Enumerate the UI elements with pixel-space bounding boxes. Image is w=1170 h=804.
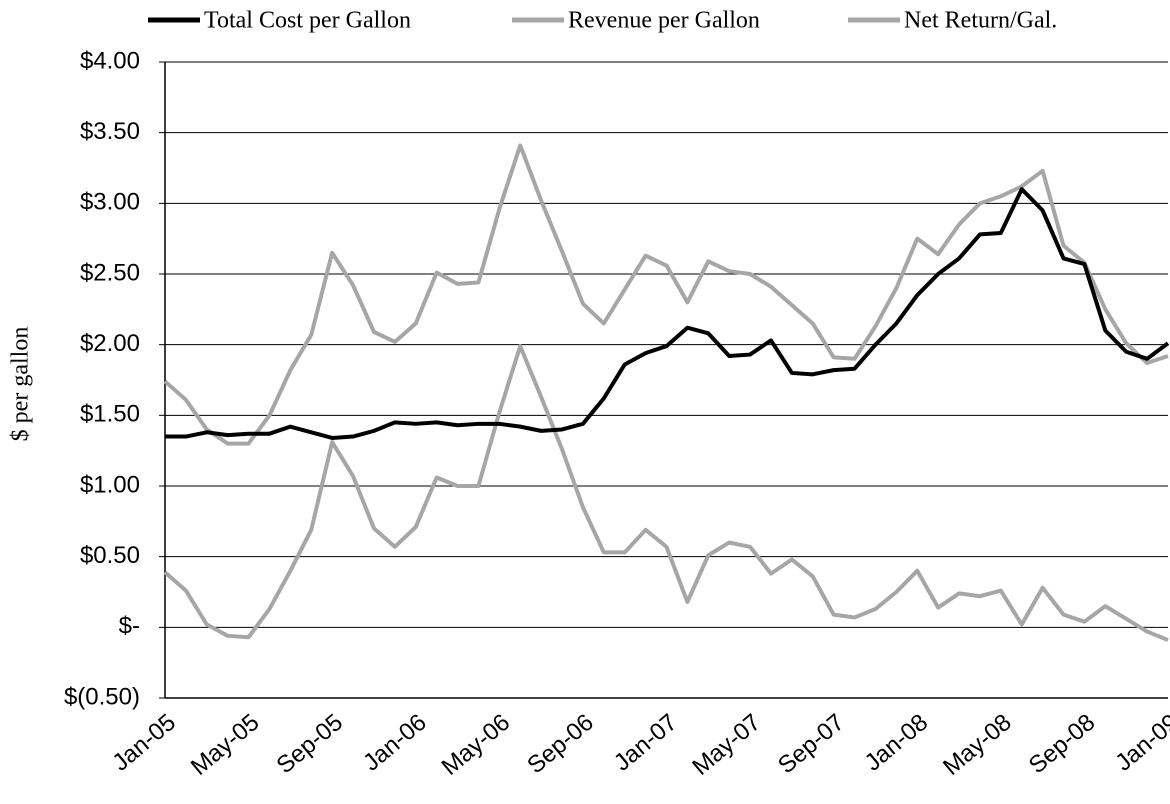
- y-tick-label: $1.00: [80, 471, 140, 498]
- y-tick-label: $0.50: [80, 542, 140, 569]
- y-tick-label: $-: [119, 613, 140, 640]
- x-tick-label: Sep-05: [271, 709, 348, 779]
- series-line: [163, 344, 1169, 642]
- x-tick-label: Jan-05: [107, 709, 181, 777]
- x-tick-label: Jan-09: [1110, 709, 1170, 777]
- y-axis-label: $ per gallon: [8, 327, 34, 442]
- y-tick-label: $3.50: [80, 118, 140, 145]
- x-tick-label: Jan-06: [358, 709, 432, 777]
- x-tick-label: Sep-07: [773, 709, 850, 779]
- series-line: [163, 143, 1169, 446]
- y-tick-label: $2.50: [80, 259, 140, 286]
- y-tick-label: $1.50: [80, 401, 140, 428]
- y-tick-label: $2.00: [80, 330, 140, 357]
- x-tick-label: May-05: [186, 709, 265, 781]
- x-tick-label: May-08: [938, 709, 1017, 781]
- x-tick-label: May-06: [437, 709, 516, 781]
- legend-label: Revenue per Gallon: [568, 8, 760, 34]
- legend-label: Net Return/Gal.: [904, 8, 1057, 34]
- y-tick-label: $3.00: [80, 189, 140, 216]
- x-tick-label: Sep-06: [522, 709, 599, 779]
- legend-label: Total Cost per Gallon: [204, 8, 411, 34]
- y-tick-label: $4.00: [80, 47, 140, 74]
- series-line: [165, 187, 1170, 440]
- x-tick-label: May-07: [687, 709, 766, 781]
- x-tick-label: Jan-07: [609, 709, 683, 777]
- y-tick-label: $(0.50): [64, 683, 140, 710]
- x-tick-label: Sep-08: [1024, 709, 1101, 779]
- x-tick-label: Jan-08: [860, 709, 934, 777]
